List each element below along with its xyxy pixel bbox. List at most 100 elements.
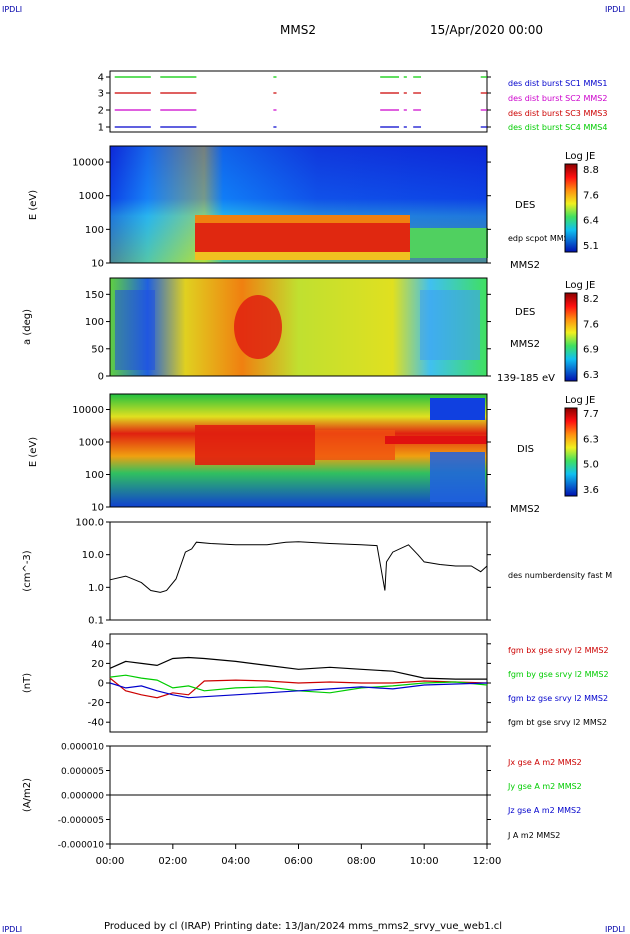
bfield-ylabel: (nT): [22, 673, 33, 693]
colorbar-tick-label: 8.8: [583, 165, 599, 176]
colorbar-label: Log JE: [565, 151, 595, 162]
date-title: 15/Apr/2020 00:00: [430, 23, 543, 37]
colorbar-tick-label: 7.7: [583, 409, 599, 420]
spacecraft-title: MMS2: [280, 23, 316, 37]
colorbar-tick-label: 6.3: [583, 370, 599, 381]
bfield-series-lines: [109, 656, 488, 699]
des-energy-y-ticks: 10 100 1000 10000: [72, 158, 491, 270]
y-tick-label: 0.1: [88, 616, 104, 627]
panel-density: (cm^-3) 0.1 1.0 10.0 100.0 des numberdensit…: [22, 518, 612, 627]
des-energy-spacecraft-label: MMS2: [510, 260, 540, 271]
x-tick-label: 04:00: [221, 856, 250, 867]
panel-dis-energy-spectrogram: E (eV) 10 100 1000 10000 DIS MMS2 Log JE 7.7…: [28, 393, 599, 515]
colorbar-tick-label: 7.6: [583, 190, 599, 201]
corner-label-top-right: IPDLI: [605, 5, 625, 14]
colorbar-scale: [564, 292, 578, 382]
y-tick-label: 10000: [72, 158, 104, 169]
y-tick-label: 0.000005: [61, 767, 104, 777]
legend-entry: Jz gse A m2 MMS2: [507, 806, 581, 815]
y-tick-label: 3: [98, 89, 104, 100]
y-tick-label: 100: [85, 225, 104, 236]
bfield-series-line: [109, 674, 488, 694]
colorbar-label: Log JE: [565, 395, 595, 406]
bfield-series-line: [109, 677, 488, 699]
pitch-y-ticks: 0 50 100 150: [85, 290, 491, 383]
current-ylabel: (A/m2): [22, 778, 33, 812]
y-tick-label: 2: [98, 106, 104, 117]
y-tick-label: -40: [88, 718, 104, 729]
density-y-ticks: 0.1 1.0 10.0 100.0: [75, 518, 491, 627]
dis-energy-colorbar: Log JE 7.7 6.3 5.0 3.6: [564, 395, 599, 497]
footer-credit: Produced by cl (IRAP) Printing date: 13/…: [104, 921, 502, 932]
legend-entry: des dist burst SC1 MMS1: [508, 79, 607, 88]
pitch-hot-region: [234, 295, 282, 359]
y-tick-label: 10: [91, 503, 104, 514]
pitch-ylabel: a (deg): [22, 309, 33, 345]
x-tick-label: 02:00: [158, 856, 187, 867]
dis-hot-band: [195, 425, 315, 465]
y-tick-label: 1000: [79, 191, 104, 202]
panel-current-density: (A/m2) -0.000010 -0.000005 0.000000 0.00000…: [22, 743, 582, 868]
timeline-bars: [114, 76, 487, 128]
des-energy-overlay-label: edp scpot MMS2: [508, 234, 574, 243]
legend-entry: Jx gse A m2 MMS2: [507, 758, 582, 767]
pitch-energy-range-label: 139-185 eV: [497, 373, 555, 384]
legend-entry: Jy gse A m2 MMS2: [507, 782, 582, 791]
colorbar-scale: [564, 163, 578, 253]
colorbar-tick-label: 8.2: [583, 294, 599, 305]
legend-entry: des dist burst SC2 MMS2: [508, 94, 607, 103]
dis-energy-y-ticks: 10 100 1000 10000: [72, 405, 491, 514]
y-tick-label: 150: [85, 290, 104, 301]
colorbar-tick-label: 5.1: [583, 241, 599, 252]
dis-energy-ylabel: E (eV): [28, 437, 39, 467]
y-tick-label: -20: [88, 698, 104, 709]
dis-spacecraft-label: MMS2: [510, 504, 540, 515]
pitch-instrument-label: DES: [515, 307, 535, 318]
y-tick-label: 10: [91, 259, 104, 270]
y-tick-label: 0: [98, 679, 104, 690]
current-y-ticks: -0.000010 -0.000005 0.000000 0.000005 0.0000…: [58, 743, 491, 851]
corner-label-bottom-right: IPDLI: [605, 925, 625, 934]
y-tick-label: 1000: [79, 438, 104, 449]
x-tick-label: 10:00: [410, 856, 439, 867]
y-tick-label: 0.000000: [61, 792, 104, 802]
current-legend: Jx gse A m2 MMS2 Jy gse A m2 MMS2 Jz gse A…: [507, 758, 582, 840]
colorbar-tick-label: 6.4: [583, 216, 599, 227]
corner-label-bottom-left: IPDLI: [2, 925, 22, 934]
colorbar-tick-label: 6.3: [583, 434, 599, 445]
density-ylabel: (cm^-3): [22, 550, 33, 591]
y-tick-label: 1: [98, 123, 104, 134]
colorbar-scale: [564, 407, 578, 497]
x-tick-label: 00:00: [96, 856, 125, 867]
des-energy-hot-band: [195, 222, 410, 252]
timeline-legend: des dist burst SC1 MMS1 des dist burst SC…: [508, 79, 607, 132]
des-energy-colorbar: Log JE 8.8 7.6 6.4 5.1: [564, 151, 599, 253]
timeline-y-ticks: 1 2 3 4: [98, 73, 491, 134]
corner-label-top-left: IPDLI: [2, 5, 22, 14]
legend-entry: J A m2 MMS2: [507, 831, 560, 840]
legend-entry: fgm bx gse srvy l2 MMS2: [508, 646, 609, 655]
y-tick-label: 40: [91, 639, 104, 650]
y-tick-label: 100: [85, 470, 104, 481]
colorbar-tick-label: 5.0: [583, 460, 599, 471]
y-tick-label: 1.0: [88, 583, 104, 594]
legend-entry: fgm bz gse srvy l2 MMS2: [508, 694, 608, 703]
x-tick-label: 06:00: [284, 856, 313, 867]
des-energy-ylabel: E (eV): [28, 190, 39, 220]
dis-instrument-label: DIS: [517, 444, 534, 455]
y-tick-label: 10.0: [82, 550, 104, 561]
colorbar-label: Log JE: [565, 280, 595, 291]
panel-magnetic-field: (nT) -40 -20 0 20 40 fgm bx gse srvy l2 MMS2…: [22, 633, 609, 733]
bfield-series-line: [109, 656, 487, 680]
legend-entry: des dist burst SC3 MMS3: [508, 109, 607, 118]
colorbar-tick-label: 3.6: [583, 485, 599, 496]
legend-entry: fgm by gse srvy l2 MMS2: [508, 670, 609, 679]
pitch-colorbar: Log JE 8.2 7.6 6.9 6.3: [564, 280, 599, 382]
bfield-y-ticks: -40 -20 0 20 40: [88, 639, 491, 729]
legend-entry: des dist burst SC4 MMS4: [508, 123, 607, 132]
y-tick-label: 20: [91, 659, 104, 670]
bfield-legend: fgm bx gse srvy l2 MMS2 fgm by gse srvy l…: [508, 646, 609, 727]
y-tick-label: 0.000010: [61, 743, 104, 753]
